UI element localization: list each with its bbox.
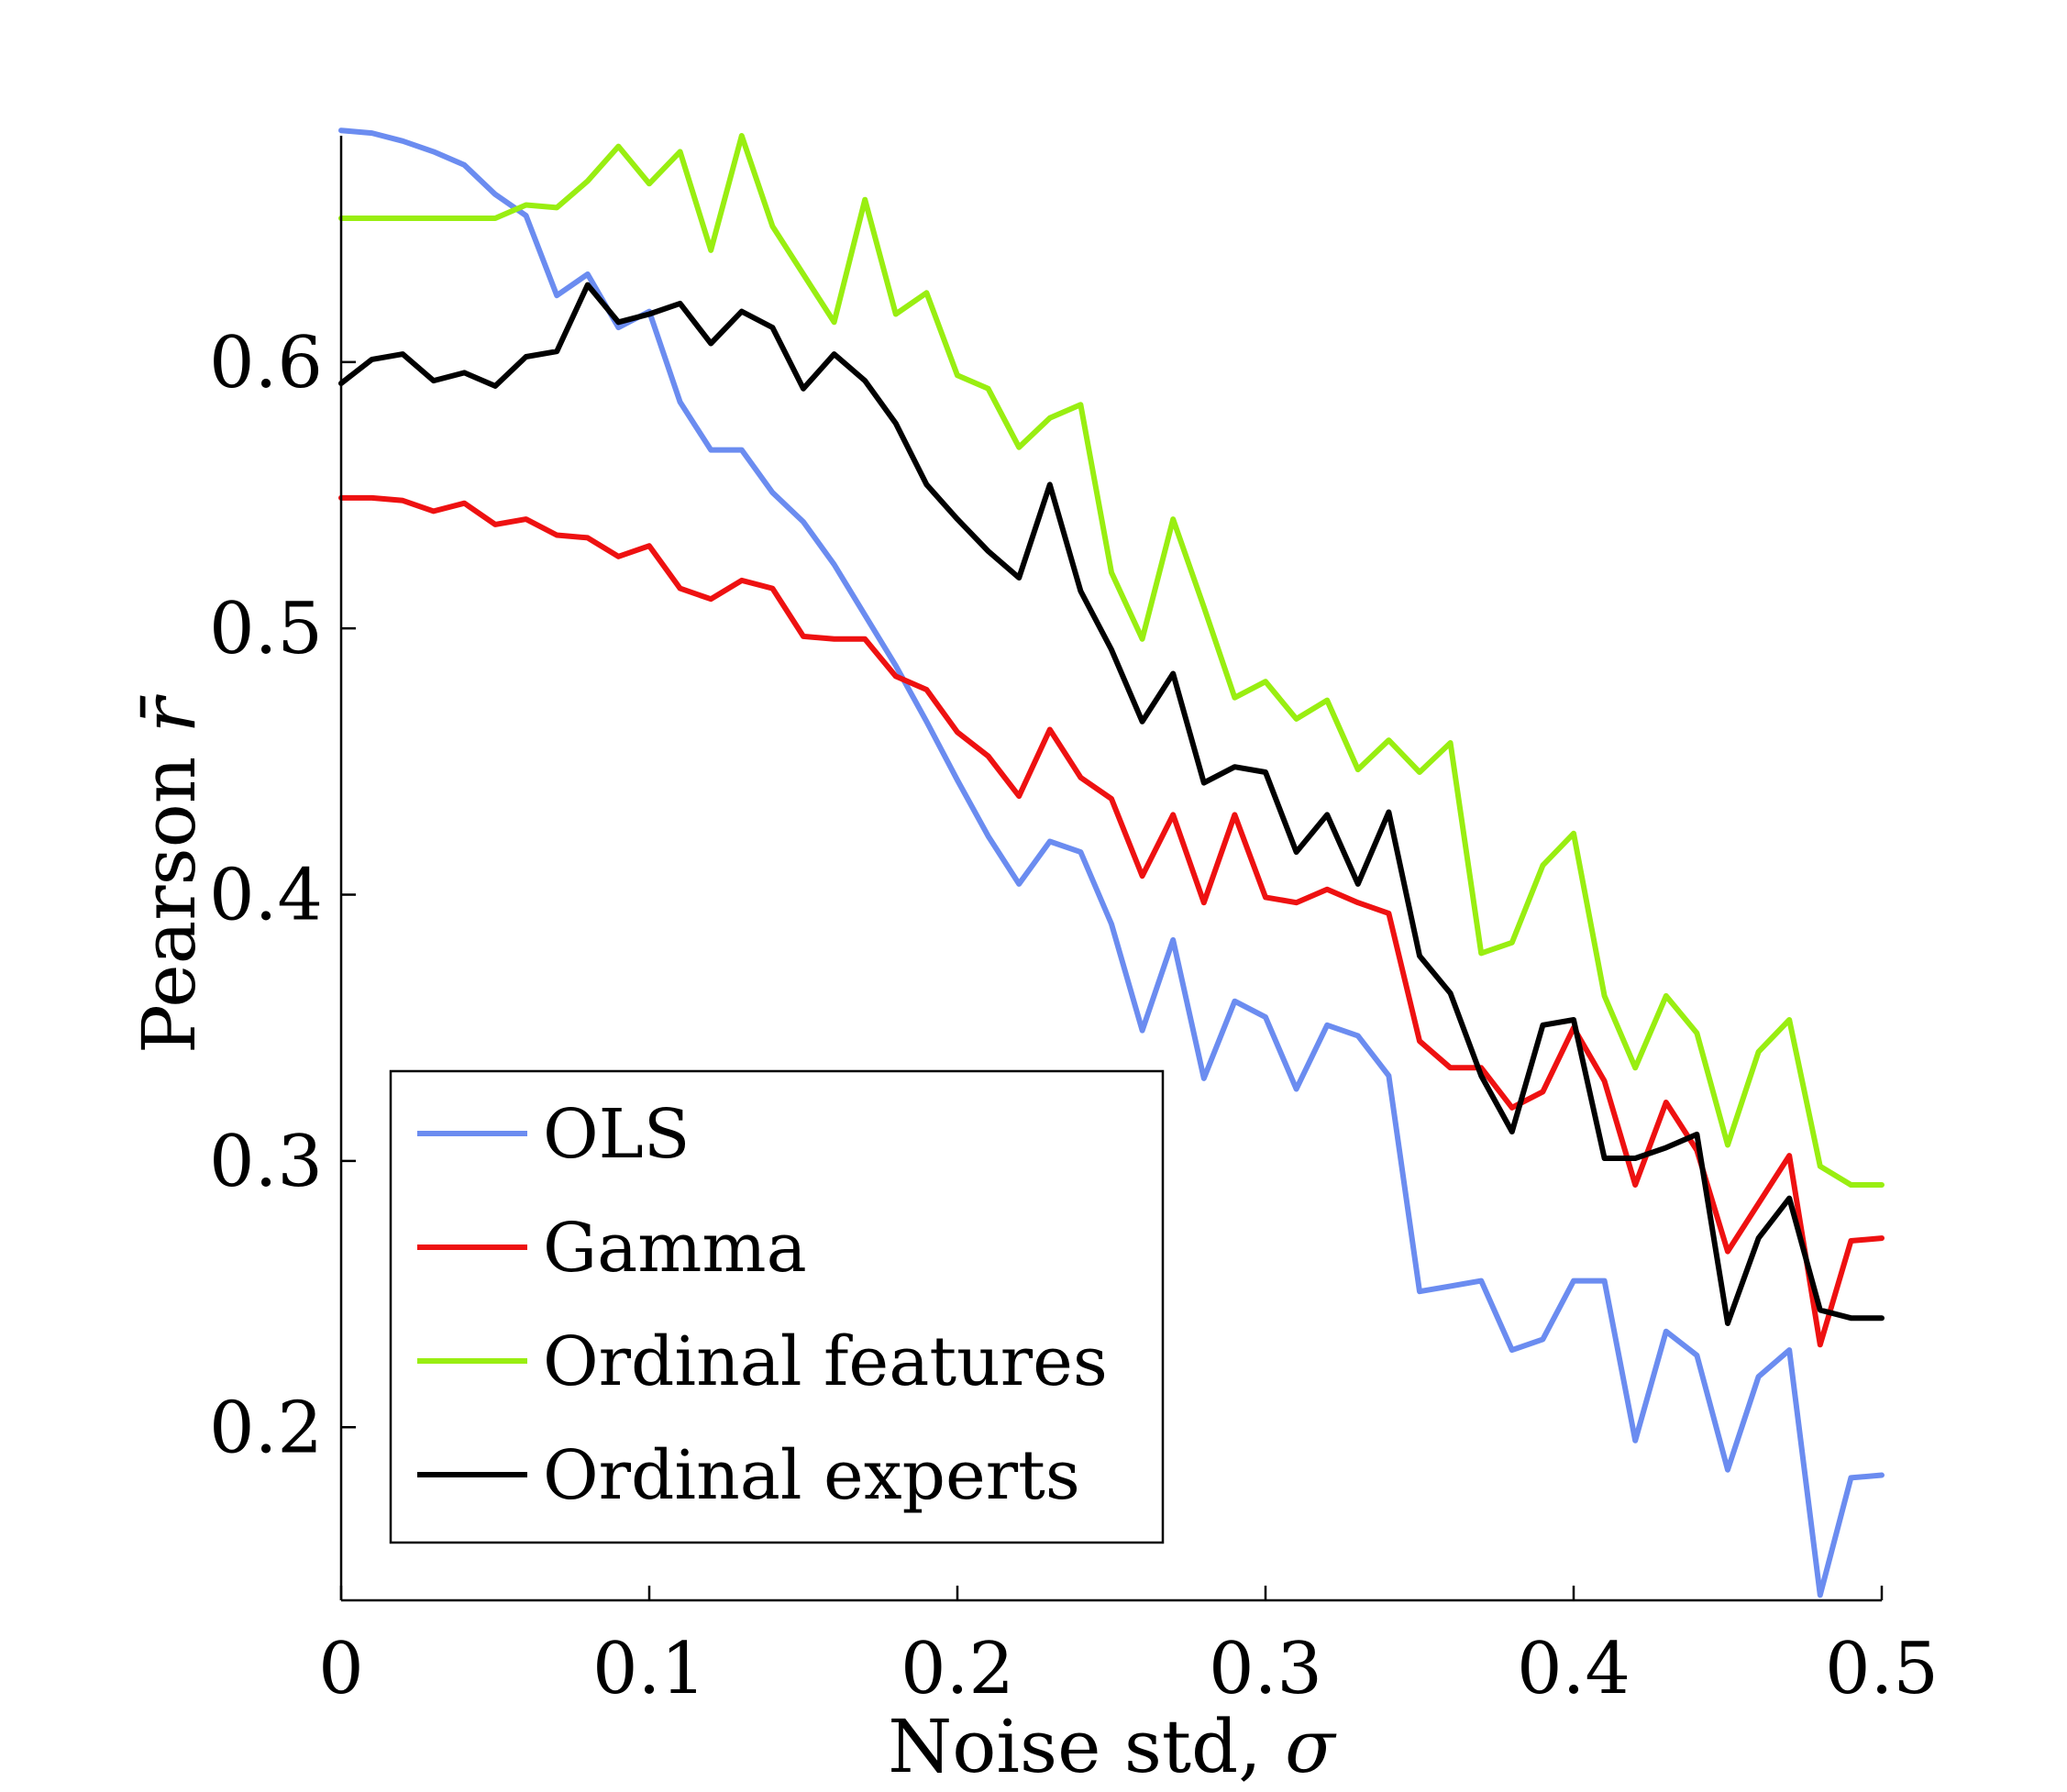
x-tick-label: 0 xyxy=(318,1628,364,1710)
legend-box xyxy=(389,1069,1165,1544)
y-tick-label: 0.5 xyxy=(209,588,323,670)
legend-label-gamma: Gamma xyxy=(543,1209,807,1288)
y-axis-label-text: Pearson xyxy=(127,733,212,1054)
y-ticks: 0.2 0.3 0.4 0.5 0.6 xyxy=(209,322,356,1469)
x-tick-label: 0.4 xyxy=(1517,1628,1630,1710)
y-tick-label: 0.2 xyxy=(209,1387,323,1469)
series-line-ordinal-experts xyxy=(338,282,1885,1326)
y-tick-label: 0.3 xyxy=(209,1121,323,1203)
y-axis-label: Pearson r̄ xyxy=(127,693,212,1054)
legend-label-ols: OLS xyxy=(543,1095,691,1174)
x-tick-label: 0.1 xyxy=(592,1628,706,1710)
series-line-ordinal-features xyxy=(338,133,1885,1188)
y-axis-label-symbol: r̄ xyxy=(127,693,212,733)
x-ticks: 0 0.1 0.2 0.3 0.4 0.5 xyxy=(318,1586,1939,1710)
legend: OLS Gamma Ordinal features Ordinal experts xyxy=(389,1069,1165,1544)
y-tick-label: 0.6 xyxy=(209,322,323,404)
series-line-gamma xyxy=(338,494,1885,1348)
x-tick-label: 0.5 xyxy=(1825,1628,1939,1710)
x-tick-label: 0.3 xyxy=(1209,1628,1322,1710)
x-tick-label: 0.2 xyxy=(901,1628,1014,1710)
series-layer xyxy=(338,127,1885,1598)
x-axis-label: Noise std, σ xyxy=(888,1704,1337,1789)
x-axis-label-text: Noise std, xyxy=(888,1704,1285,1789)
x-axis-label-symbol: σ xyxy=(1285,1704,1337,1789)
legend-label-ordinal-features: Ordinal features xyxy=(543,1322,1108,1401)
y-tick-label: 0.4 xyxy=(209,855,323,937)
series-line-ols xyxy=(338,127,1885,1598)
legend-label-ordinal-experts: Ordinal experts xyxy=(543,1436,1080,1515)
